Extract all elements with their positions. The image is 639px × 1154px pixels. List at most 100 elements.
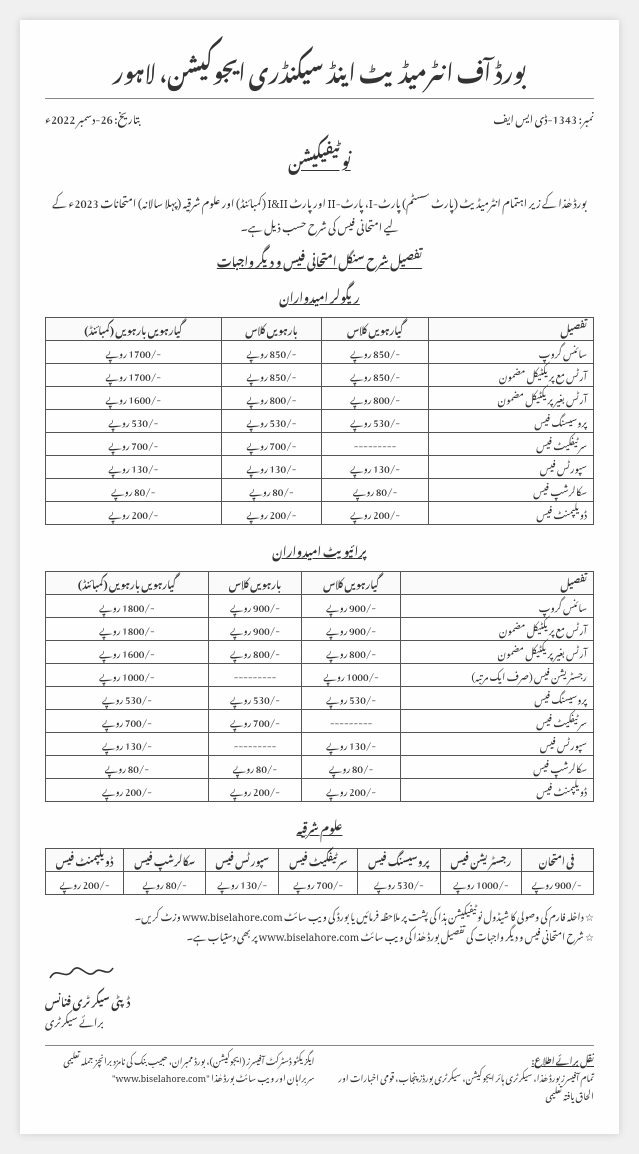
cell: -/1600 روپے	[46, 386, 222, 409]
document-page: بورڈ آف انٹرمیڈیٹ اینڈ سیکنڈری ایجوکیشن،…	[20, 20, 619, 1134]
cell: -/1700 روپے	[46, 340, 222, 363]
cell: ---------	[208, 732, 301, 755]
cell: ---------	[302, 709, 401, 732]
table-row: پروسیسنگ فیس-/530 روپے-/530 روپے-/530 رو…	[46, 686, 594, 709]
intro-paragraph: بورڈ ھٰذا کے زیر اہتمام انٹرمیڈیٹ (پارٹ …	[45, 189, 594, 237]
signature-block: ڈپٹی سیکرٹری فنانس برائے سیکرٹری	[45, 960, 594, 1030]
col-scholar-fee: سکالرشپ فیس	[124, 848, 206, 871]
cell: -/530 روپے	[358, 871, 440, 894]
table-header-row: تفصیل گیارہویں کلاس بارہویں کلاس گیارہوی…	[46, 571, 594, 594]
cell: ڈویلپمنٹ فیس	[428, 501, 593, 524]
notification-heading: نوٹیفیکیشن	[45, 139, 594, 179]
cell: -/200 روپے	[302, 778, 401, 801]
cell: پروسیسنگ فیس	[401, 686, 594, 709]
cell: -/850 روپے	[221, 363, 322, 386]
cell: رجسٹریشن فیس (صرف ایک مرتبہ)	[401, 663, 594, 686]
note-line: ☆ شرح امتحانی فیس و دیگر واجبات کی تفصیل…	[45, 925, 594, 945]
cell: -/1000 روپے	[46, 663, 209, 686]
table-row: رجسٹریشن فیس (صرف ایک مرتبہ)-/1000 روپے-…	[46, 663, 594, 686]
cell: -/700 روپے	[208, 709, 301, 732]
cell: -/700 روپے	[46, 432, 222, 455]
cell: -/700 روپے	[221, 432, 322, 455]
cell: -/130 روپے	[46, 732, 209, 755]
cell: آرٹس مع پریکٹیکل مضمون	[401, 617, 594, 640]
table-row: آرٹس بغیر پریکٹیکل مضمون-/800 روپے-/800 …	[46, 640, 594, 663]
table-row: سپورٹس فیس-/130 روپے----------/130 روپے	[46, 732, 594, 755]
section1-title: ریگولر امیدواران	[45, 281, 594, 311]
cell: -/800 روپے	[208, 640, 301, 663]
regular-candidates-table: تفصیل گیارہویں کلاس بارہویں کلاس گیارہوی…	[45, 317, 594, 525]
cell: -/850 روپے	[221, 340, 322, 363]
cell: پروسیسنگ فیس	[428, 409, 593, 432]
cell: آرٹس بغیر پریکٹیکل مضمون	[428, 386, 593, 409]
cell: -/1800 روپے	[46, 594, 209, 617]
cell: -/130 روپے	[302, 732, 401, 755]
cell: -/800 روپے	[322, 386, 429, 409]
footer-text: تمام آفیسرز بورڈ ھٰذا، سیکرٹری ہائر ایجو…	[325, 1069, 595, 1103]
table-row: پروسیسنگ فیس-/530 روپے-/530 روپے-/530 رو…	[46, 409, 594, 432]
table-row: سرٹیفکیٹ فیس----------/700 روپے-/700 روپ…	[46, 432, 594, 455]
footer-text: ایگزیکٹو ڈسٹرکٹ آفیسرز (ایجوکیشن)، بورڈ …	[45, 1052, 315, 1086]
table-row: -/900 روپے -/1000 روپے -/530 روپے -/700 …	[46, 871, 594, 894]
table-row: سائنس گروپ-/850 روپے-/850 روپے-/1700 روپ…	[46, 340, 594, 363]
cell: سپورٹس فیس	[401, 732, 594, 755]
cell: -/530 روپے	[322, 409, 429, 432]
col-class12: بارہویں کلاس	[221, 317, 322, 340]
notes-block: ☆ داخلہ فارم کی وصولی کا شیڈول نوٹیفیکیش…	[45, 905, 594, 945]
cell: سکالرشپ فیس	[428, 478, 593, 501]
private-candidates-table: تفصیل گیارہویں کلاس بارہویں کلاس گیارہوی…	[45, 571, 594, 802]
col-exam-fee: فی امتحان	[522, 848, 594, 871]
cell: ---------	[322, 432, 429, 455]
footer-block: نقل برائے اطلاع: تمام آفیسرز بورڈ ھٰذا، …	[45, 1045, 594, 1103]
cell: -/530 روپے	[302, 686, 401, 709]
col-dev-fee: ڈویلپمنٹ فیس	[46, 848, 124, 871]
cell: -/200 روپے	[46, 871, 124, 894]
cell: -/900 روپے	[522, 871, 594, 894]
col-combined: گیارہویں بارہویں (کمبائنڈ)	[46, 571, 209, 594]
footer-right-col: نقل برائے اطلاع: تمام آفیسرز بورڈ ھٰذا، …	[325, 1052, 595, 1103]
cell: -/850 روپے	[322, 363, 429, 386]
col-class11: گیارہویں کلاس	[302, 571, 401, 594]
cell: سپورٹس فیس	[428, 455, 593, 478]
col-combined: گیارہویں بارہویں (کمبائنڈ)	[46, 317, 222, 340]
cell: -/900 روپے	[208, 617, 301, 640]
table-row: آرٹس مع پریکٹیکل مضمون-/850 روپے-/850 رو…	[46, 363, 594, 386]
table-row: ڈویلپمنٹ فیس-/200 روپے-/200 روپے-/200 رو…	[46, 778, 594, 801]
table-row: آرٹس مع پریکٹیکل مضمون-/900 روپے-/900 رو…	[46, 617, 594, 640]
col-detail: تفصیل	[428, 317, 593, 340]
table-header-row: فی امتحان رجسٹریشن فیس پروسیسنگ فیس سرٹی…	[46, 848, 594, 871]
cell: -/130 روپے	[221, 455, 322, 478]
cell: -/130 روپے	[322, 455, 429, 478]
footer-left-col: ایگزیکٹو ڈسٹرکٹ آفیسرز (ایجوکیشن)، بورڈ …	[45, 1052, 315, 1103]
table-row: سرٹیفکیٹ فیس----------/700 روپے-/700 روپ…	[46, 709, 594, 732]
cell: -/530 روپے	[46, 409, 222, 432]
cell: -/1700 روپے	[46, 363, 222, 386]
cell: -/1000 روپے	[302, 663, 401, 686]
cell: -/1000 روپے	[440, 871, 522, 894]
ref-number: نمبر: 1343-ڈی ایس ایف	[493, 103, 594, 131]
cell: -/900 روپے	[302, 594, 401, 617]
cell: -/80 روپے	[302, 755, 401, 778]
table-row: سپورٹس فیس-/130 روپے-/130 روپے-/130 روپے	[46, 455, 594, 478]
meta-row: نمبر: 1343-ڈی ایس ایف بتاریخ: 26-دسمبر 2…	[45, 98, 594, 131]
oriental-studies-table: فی امتحان رجسٹریشن فیس پروسیسنگ فیس سرٹی…	[45, 848, 594, 895]
cell: سرٹیفکیٹ فیس	[428, 432, 593, 455]
section3-title: علوم شرقیہ	[45, 812, 594, 842]
section2-title: پرائیویٹ امیدواران	[45, 535, 594, 565]
cell: ---------	[208, 663, 301, 686]
cell: -/800 روپے	[221, 386, 322, 409]
cell: -/80 روپے	[124, 871, 206, 894]
detail-heading: تفصیل شرح سنگل امتحانی فیس و دیگر واجبات	[45, 245, 594, 275]
table-row: سائنس گروپ-/900 روپے-/900 روپے-/1800 روپ…	[46, 594, 594, 617]
table-header-row: تفصیل گیارہویں کلاس بارہویں کلاس گیارہوی…	[46, 317, 594, 340]
footer-heading: نقل برائے اطلاع:	[325, 1052, 595, 1069]
cell: -/530 روپے	[46, 686, 209, 709]
cell: -/900 روپے	[302, 617, 401, 640]
cell: -/200 روپے	[46, 501, 222, 524]
org-title: بورڈ آف انٹرمیڈیٹ اینڈ سیکنڈری ایجوکیشن،…	[45, 50, 594, 90]
col-class11: گیارہویں کلاس	[322, 317, 429, 340]
cell: -/200 روپے	[322, 501, 429, 524]
cell: -/80 روپے	[46, 755, 209, 778]
cell: ڈویلپمنٹ فیس	[401, 778, 594, 801]
date: بتاریخ: 26-دسمبر 2022ء	[45, 103, 140, 131]
